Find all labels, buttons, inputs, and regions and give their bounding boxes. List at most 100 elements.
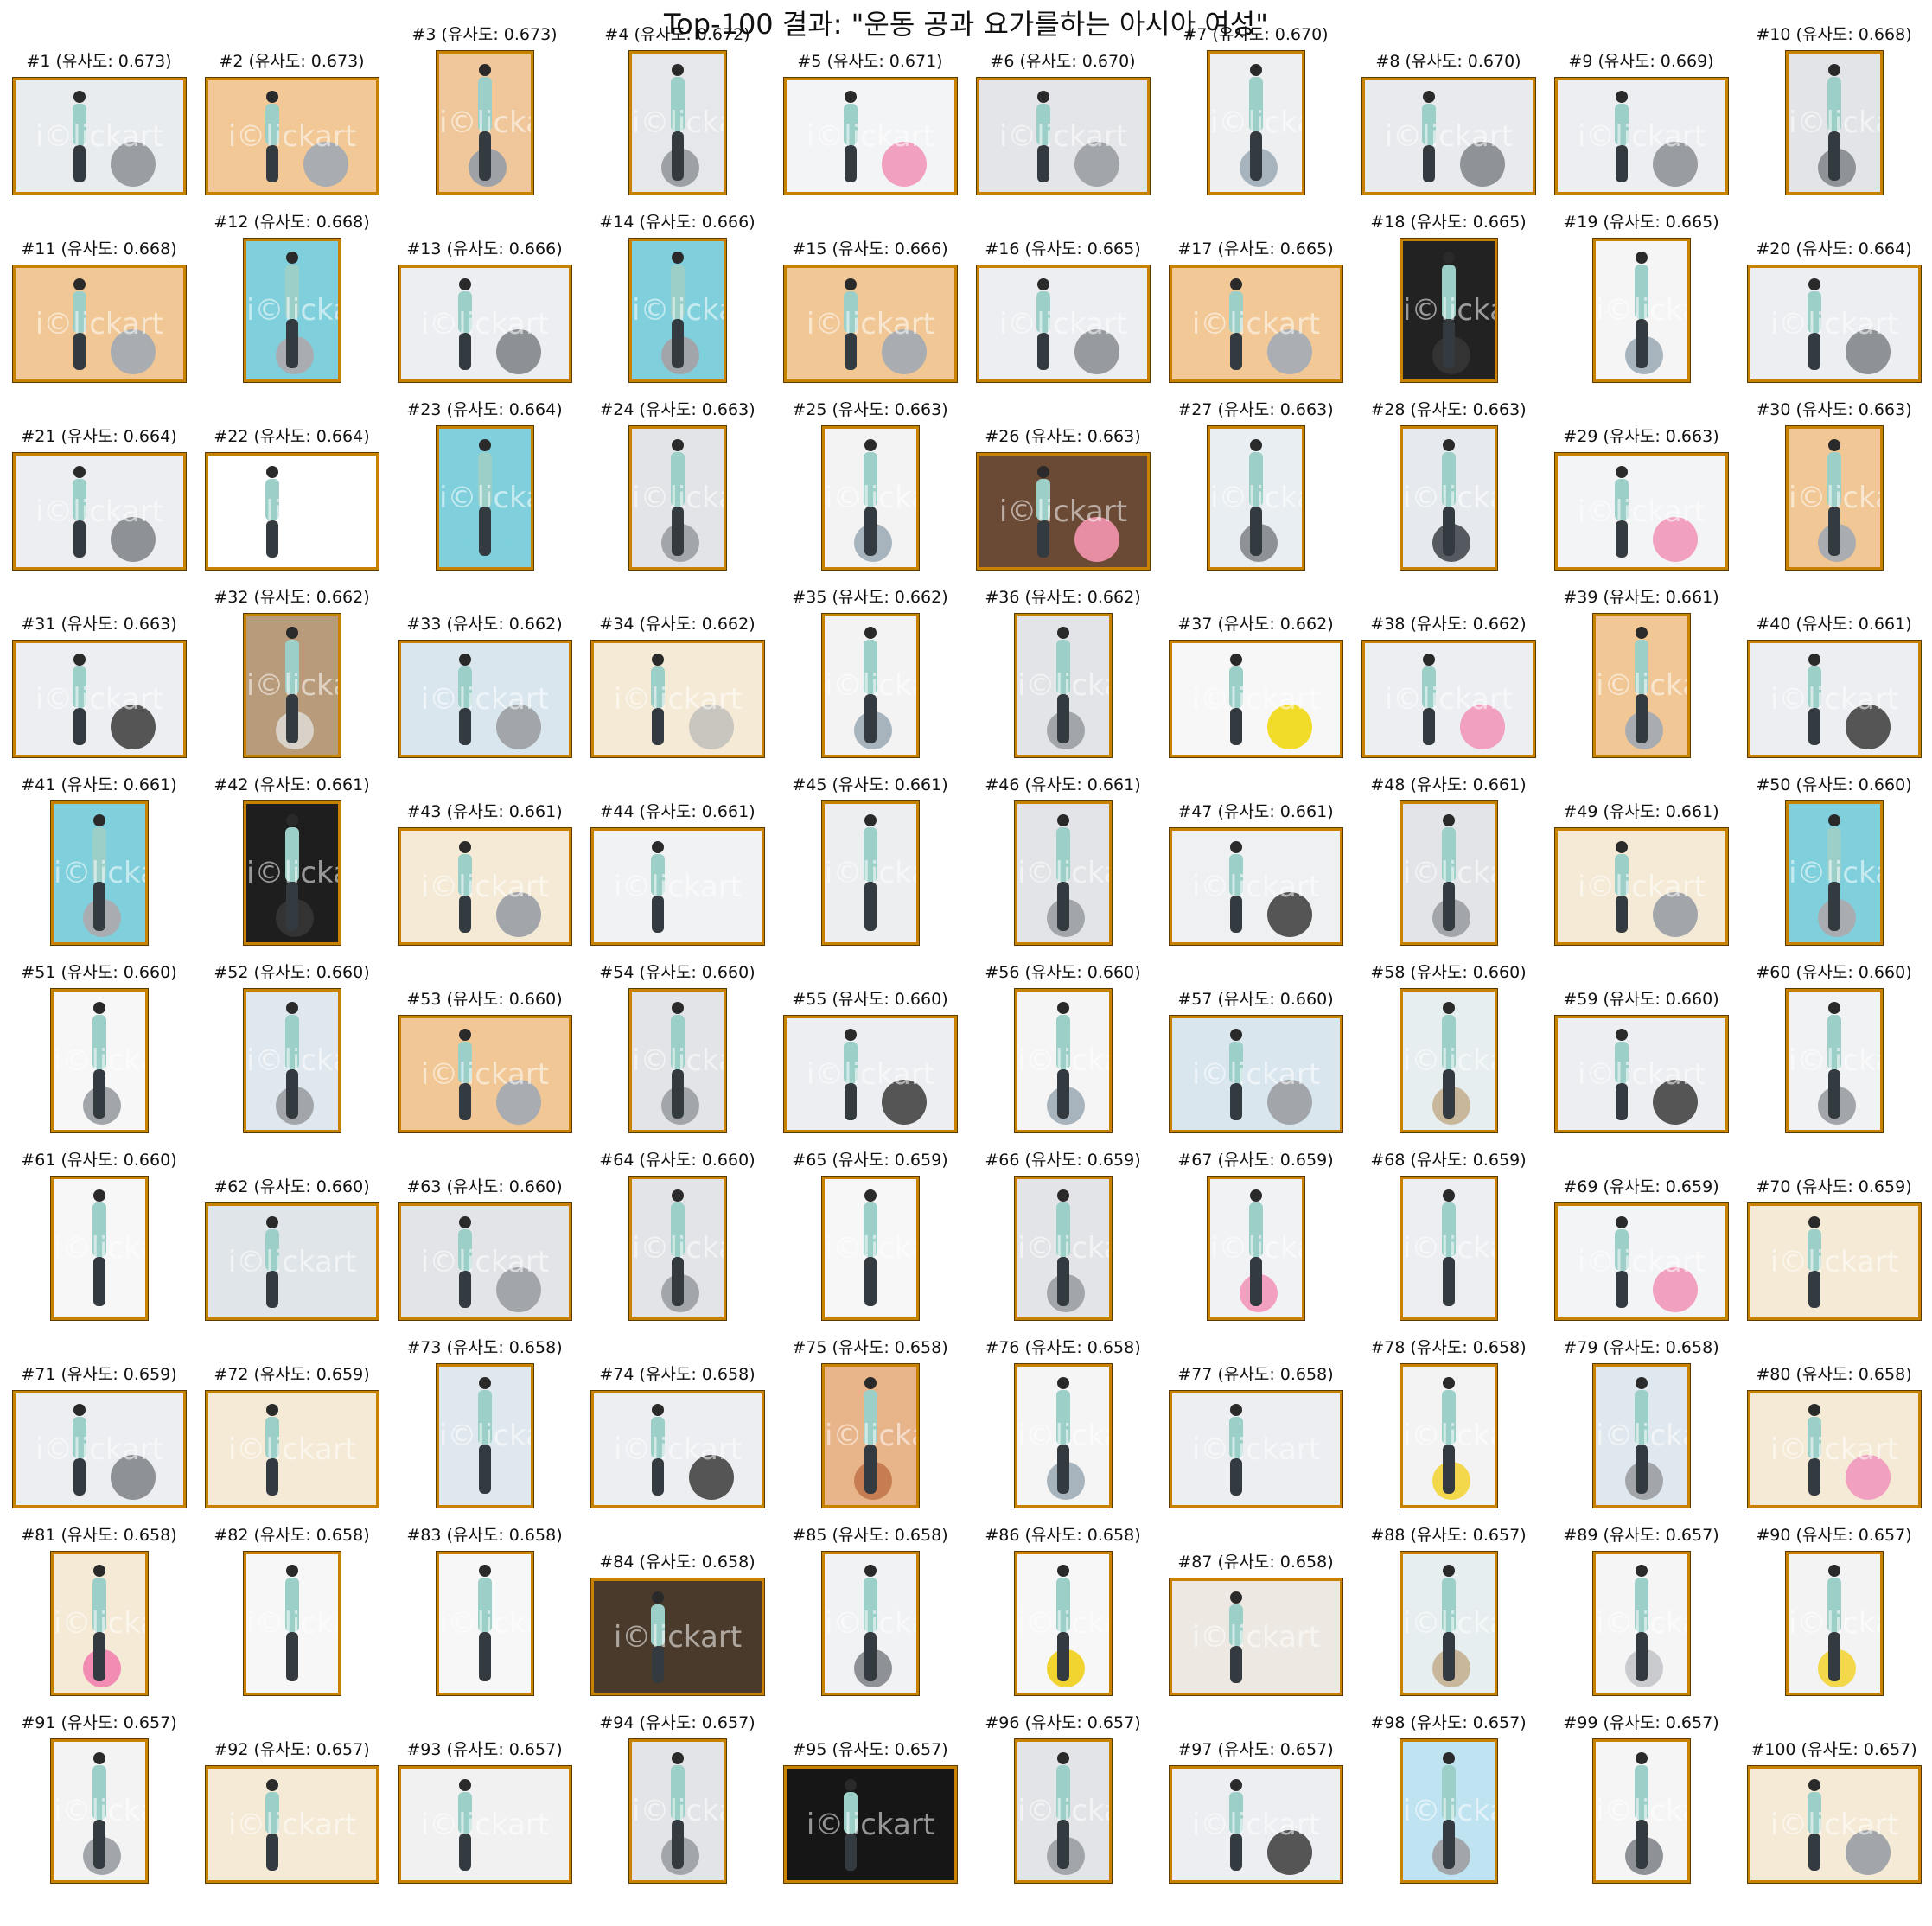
result-thumbnail[interactable]: i©lickart xyxy=(628,988,727,1133)
result-thumbnail[interactable]: i©lickart xyxy=(1207,1176,1305,1321)
result-card[interactable]: #6 (유사도: 0.670) i©lickart xyxy=(966,50,1159,238)
result-thumbnail[interactable]: i©lickart xyxy=(783,77,958,195)
result-card[interactable]: #33 (유사도: 0.662) i©lickart xyxy=(388,613,581,800)
result-card[interactable]: #42 (유사도: 0.661) i©lickart xyxy=(195,775,388,988)
result-thumbnail[interactable]: i©lickart xyxy=(1169,1765,1343,1884)
result-card[interactable]: #9 (유사도: 0.669) i©lickart xyxy=(1545,50,1738,238)
result-thumbnail[interactable]: i©lickart xyxy=(1014,1363,1113,1508)
result-card[interactable]: #47 (유사도: 0.661) i©lickart xyxy=(1159,800,1352,988)
result-thumbnail[interactable]: i©lickart xyxy=(12,452,187,571)
result-thumbnail[interactable]: i©lickart xyxy=(1554,77,1729,195)
result-thumbnail[interactable]: i©lickart xyxy=(1169,265,1343,383)
result-thumbnail[interactable]: i©lickart xyxy=(205,1390,379,1508)
result-card[interactable]: #1 (유사도: 0.673) i©lickart xyxy=(3,50,195,238)
result-thumbnail[interactable]: i©lickart xyxy=(1785,800,1884,946)
result-card[interactable]: #86 (유사도: 0.658) i©lickart xyxy=(966,1526,1159,1738)
result-card[interactable]: #69 (유사도: 0.659) i©lickart xyxy=(1545,1176,1738,1363)
result-card[interactable]: #11 (유사도: 0.668) i©lickart xyxy=(3,238,195,425)
result-card[interactable]: #5 (유사도: 0.671) i©lickart xyxy=(774,50,966,238)
result-thumbnail[interactable]: i©lickart xyxy=(1014,800,1113,946)
result-thumbnail[interactable]: i©lickart xyxy=(628,1176,727,1321)
result-thumbnail[interactable]: i©lickart xyxy=(783,265,958,383)
result-thumbnail[interactable]: i©lickart xyxy=(628,425,727,571)
result-card[interactable]: #35 (유사도: 0.662) i©lickart xyxy=(774,588,966,800)
result-thumbnail[interactable]: i©lickart xyxy=(1169,827,1343,946)
result-thumbnail[interactable]: i©lickart xyxy=(398,265,572,383)
result-thumbnail[interactable]: i©lickart xyxy=(50,1738,149,1884)
result-thumbnail[interactable]: i©lickart xyxy=(590,827,765,946)
result-thumbnail[interactable]: i©lickart xyxy=(1361,77,1536,195)
result-thumbnail[interactable]: i©lickart xyxy=(590,640,765,758)
result-card[interactable]: #95 (유사도: 0.657) i©lickart xyxy=(774,1738,966,1926)
result-card[interactable]: #99 (유사도: 0.657) i©lickart xyxy=(1545,1713,1738,1926)
result-card[interactable]: #51 (유사도: 0.660) i©lickart xyxy=(3,963,195,1176)
result-card[interactable]: #79 (유사도: 0.658) i©lickart xyxy=(1545,1338,1738,1551)
result-thumbnail[interactable]: i©lickart xyxy=(821,1363,920,1508)
result-card[interactable]: #84 (유사도: 0.658) i©lickart xyxy=(581,1551,774,1738)
result-thumbnail[interactable]: i©lickart xyxy=(1747,640,1922,758)
result-card[interactable]: #68 (유사도: 0.659) i©lickart xyxy=(1352,1151,1545,1363)
result-card[interactable]: #90 (유사도: 0.657) i©lickart xyxy=(1738,1526,1930,1738)
result-thumbnail[interactable]: i©lickart xyxy=(1014,1176,1113,1321)
result-card[interactable]: #45 (유사도: 0.661) i©lickart xyxy=(774,775,966,988)
result-thumbnail[interactable]: i©lickart xyxy=(398,1015,572,1133)
result-thumbnail[interactable]: i©lickart xyxy=(976,265,1151,383)
result-thumbnail[interactable]: i©lickart xyxy=(12,1390,187,1508)
result-card[interactable]: #49 (유사도: 0.661) i©lickart xyxy=(1545,800,1738,988)
result-card[interactable]: #34 (유사도: 0.662) i©lickart xyxy=(581,613,774,800)
result-thumbnail[interactable]: i©lickart xyxy=(1361,640,1536,758)
result-card[interactable]: #89 (유사도: 0.657) i©lickart xyxy=(1545,1526,1738,1738)
result-thumbnail[interactable]: i©lickart xyxy=(205,1765,379,1884)
result-thumbnail[interactable]: i©lickart xyxy=(1014,613,1113,758)
result-card[interactable]: #97 (유사도: 0.657) i©lickart xyxy=(1159,1738,1352,1926)
result-thumbnail[interactable]: i©lickart xyxy=(12,265,187,383)
result-card[interactable]: #27 (유사도: 0.663) i©lickart xyxy=(1159,400,1352,613)
result-card[interactable]: #74 (유사도: 0.658) i©lickart xyxy=(581,1363,774,1551)
result-thumbnail[interactable]: i©lickart xyxy=(1400,1738,1498,1884)
result-card[interactable]: #32 (유사도: 0.662) i©lickart xyxy=(195,588,388,800)
result-card[interactable]: #70 (유사도: 0.659) i©lickart xyxy=(1738,1176,1930,1363)
result-card[interactable]: #72 (유사도: 0.659) i©lickart xyxy=(195,1363,388,1551)
result-thumbnail[interactable]: i©lickart xyxy=(1014,988,1113,1133)
result-thumbnail[interactable]: i©lickart xyxy=(50,800,149,946)
result-card[interactable]: #22 (유사도: 0.664) i©lickart xyxy=(195,425,388,613)
result-card[interactable]: #82 (유사도: 0.658) i©lickart xyxy=(195,1526,388,1738)
result-card[interactable]: #88 (유사도: 0.657) i©lickart xyxy=(1352,1526,1545,1738)
result-card[interactable]: #83 (유사도: 0.658) i©lickart xyxy=(388,1526,581,1738)
result-thumbnail[interactable]: i©lickart xyxy=(1592,613,1691,758)
result-thumbnail[interactable]: i©lickart xyxy=(436,50,534,195)
result-thumbnail[interactable]: i©lickart xyxy=(1207,425,1305,571)
result-thumbnail[interactable]: i©lickart xyxy=(1554,452,1729,571)
result-card[interactable]: #25 (유사도: 0.663) i©lickart xyxy=(774,400,966,613)
result-thumbnail[interactable]: i©lickart xyxy=(398,827,572,946)
result-thumbnail[interactable]: i©lickart xyxy=(436,1551,534,1696)
result-card[interactable]: #60 (유사도: 0.660) i©lickart xyxy=(1738,963,1930,1176)
result-card[interactable]: #67 (유사도: 0.659) i©lickart xyxy=(1159,1151,1352,1363)
result-card[interactable]: #39 (유사도: 0.661) i©lickart xyxy=(1545,588,1738,800)
result-thumbnail[interactable]: i©lickart xyxy=(436,425,534,571)
result-thumbnail[interactable]: i©lickart xyxy=(1747,1390,1922,1508)
result-thumbnail[interactable]: i©lickart xyxy=(205,452,379,571)
result-thumbnail[interactable]: i©lickart xyxy=(821,1551,920,1696)
result-card[interactable]: #48 (유사도: 0.661) i©lickart xyxy=(1352,775,1545,988)
result-card[interactable]: #92 (유사도: 0.657) i©lickart xyxy=(195,1738,388,1926)
result-card[interactable]: #15 (유사도: 0.666) i©lickart xyxy=(774,238,966,425)
result-card[interactable]: #12 (유사도: 0.668) i©lickart xyxy=(195,213,388,425)
result-card[interactable]: #56 (유사도: 0.660) i©lickart xyxy=(966,963,1159,1176)
result-thumbnail[interactable]: i©lickart xyxy=(976,452,1151,571)
result-thumbnail[interactable]: i©lickart xyxy=(436,1363,534,1508)
result-card[interactable]: #3 (유사도: 0.673) i©lickart xyxy=(388,25,581,238)
result-card[interactable]: #19 (유사도: 0.665) i©lickart xyxy=(1545,213,1738,425)
result-thumbnail[interactable]: i©lickart xyxy=(1785,50,1884,195)
result-thumbnail[interactable]: i©lickart xyxy=(628,1738,727,1884)
result-thumbnail[interactable]: i©lickart xyxy=(1592,1363,1691,1508)
result-card[interactable]: #13 (유사도: 0.666) i©lickart xyxy=(388,238,581,425)
result-card[interactable]: #37 (유사도: 0.662) i©lickart xyxy=(1159,613,1352,800)
result-card[interactable]: #10 (유사도: 0.668) i©lickart xyxy=(1738,25,1930,238)
result-card[interactable]: #44 (유사도: 0.661) i©lickart xyxy=(581,800,774,988)
result-card[interactable]: #76 (유사도: 0.658) i©lickart xyxy=(966,1338,1159,1551)
result-thumbnail[interactable]: i©lickart xyxy=(628,238,727,383)
result-thumbnail[interactable]: i©lickart xyxy=(1747,1202,1922,1321)
result-thumbnail[interactable]: i©lickart xyxy=(12,77,187,195)
result-card[interactable]: #21 (유사도: 0.664) i©lickart xyxy=(3,425,195,613)
